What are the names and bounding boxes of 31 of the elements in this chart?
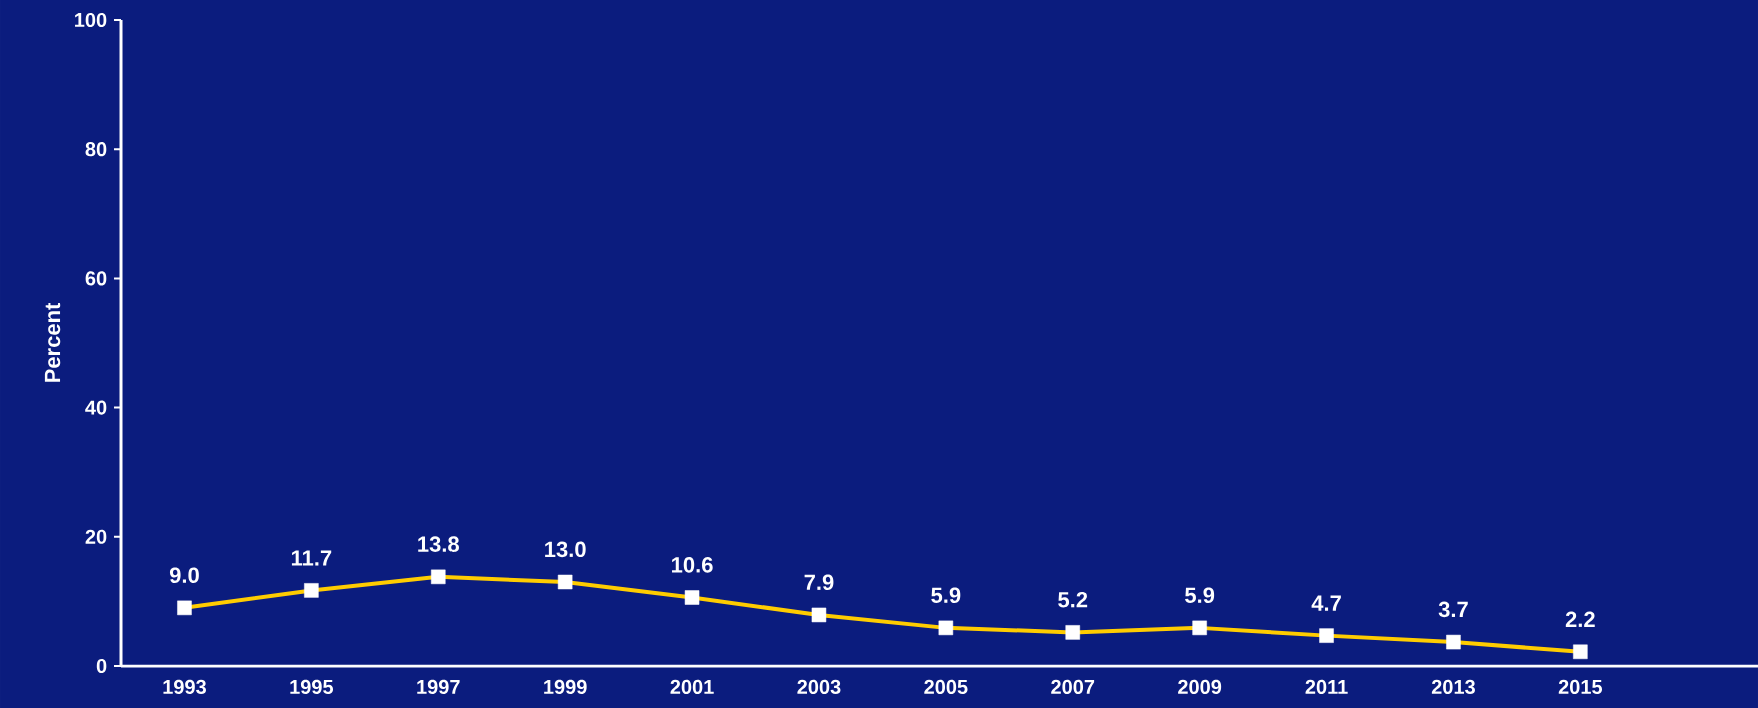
x-tick-label: 2013	[1431, 679, 1475, 695]
data-label: 2.2	[1565, 611, 1595, 627]
data-label: 5.9	[931, 587, 961, 604]
data-label: 7.9	[804, 574, 834, 591]
x-tick-label: 2009	[1178, 679, 1222, 694]
x-tick-label: 2001	[670, 679, 714, 694]
data-label: 5.9	[1185, 587, 1215, 604]
x-tick-label: 1993	[163, 679, 206, 695]
x-tick-label: 2003	[797, 679, 841, 695]
x-tick-label: 2011	[1305, 679, 1348, 694]
x-tick-label: 2007	[1051, 679, 1095, 694]
data-label: 5.2	[1058, 591, 1088, 608]
data-label: 13.8	[418, 536, 459, 552]
y-tick-label: 0	[96, 658, 107, 674]
y-tick-label: 100	[75, 12, 107, 28]
x-tick-label: 2015	[1558, 679, 1603, 694]
data-label: 9.0	[169, 567, 199, 583]
data-label: 3.7	[1438, 601, 1468, 618]
data-label: 11.7	[291, 550, 332, 566]
data-label: 4.7	[1311, 595, 1341, 611]
y-tick-label: 80	[85, 142, 107, 157]
x-tick-label: 1995	[290, 679, 334, 694]
x-tick-label: 2005	[924, 679, 968, 694]
y-tick-label: 20	[85, 529, 107, 544]
data-label: 13.0	[545, 541, 586, 558]
x-tick-label: 1999	[544, 679, 587, 694]
x-tick-label: 1997	[417, 679, 460, 694]
y-tick-label: 60	[85, 271, 107, 286]
y-axis-title: Percent	[44, 302, 61, 382]
y-tick-label: 40	[85, 400, 107, 415]
data-label: 10.6	[672, 557, 713, 573]
